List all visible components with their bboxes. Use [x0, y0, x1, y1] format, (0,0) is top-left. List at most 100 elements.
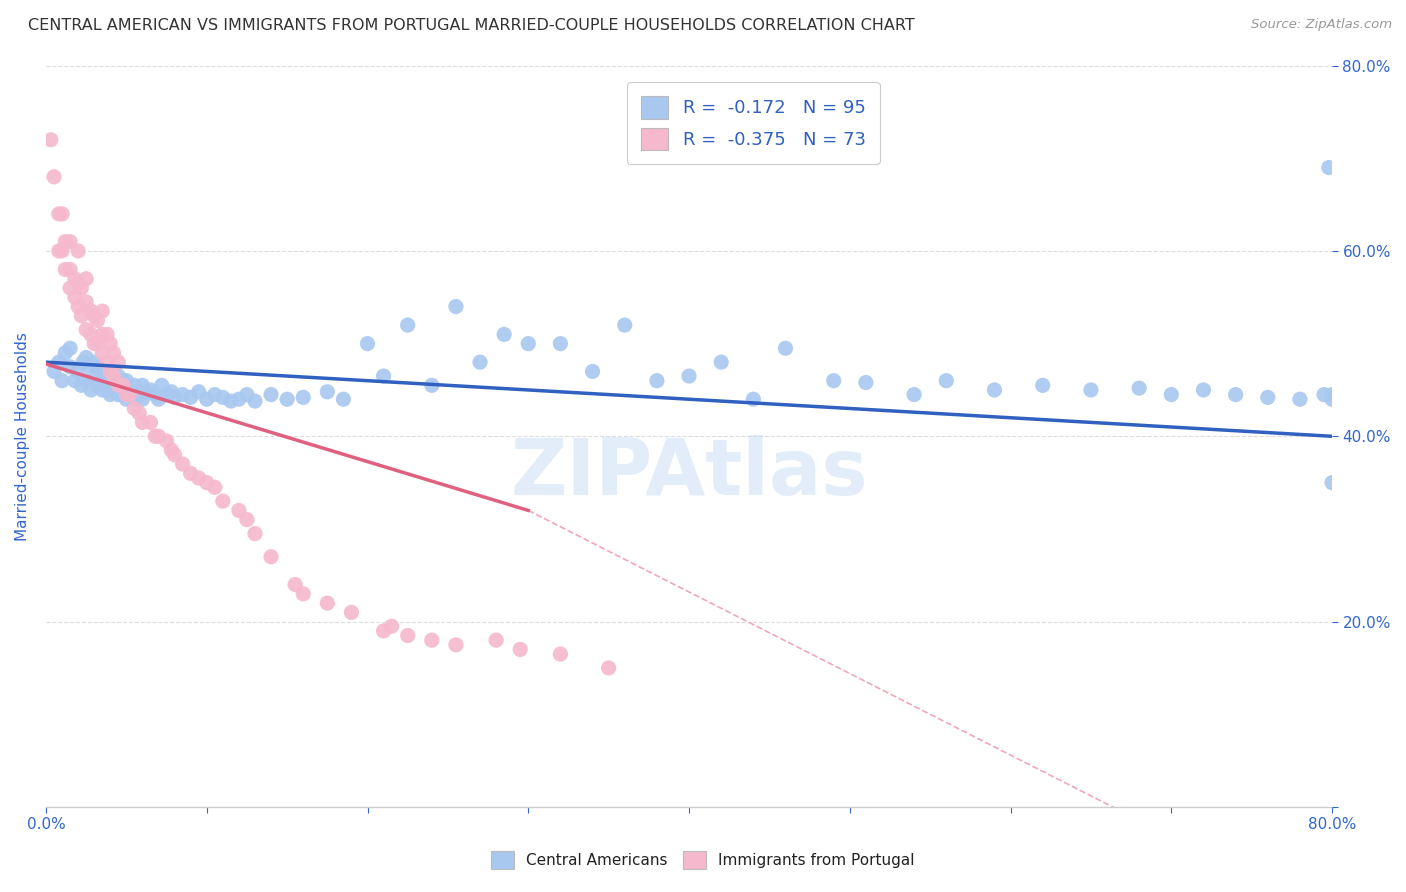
- Point: [75, 323, 97, 337]
- Point: [107, 387, 129, 401]
- Point: [160, 384, 183, 399]
- Point: [292, 587, 315, 601]
- Point: [63, 290, 86, 304]
- Point: [59, 262, 82, 277]
- Point: [172, 457, 194, 471]
- Point: [59, 235, 82, 249]
- Point: [86, 378, 108, 392]
- Point: [1257, 390, 1279, 404]
- Y-axis label: Married-couple Households: Married-couple Households: [15, 332, 30, 541]
- Point: [118, 387, 141, 401]
- Point: [70, 309, 93, 323]
- Point: [96, 369, 118, 384]
- Point: [219, 394, 242, 409]
- Point: [148, 392, 170, 407]
- Point: [148, 429, 170, 443]
- Point: [131, 416, 153, 430]
- Point: [135, 384, 157, 399]
- Point: [80, 359, 103, 374]
- Point: [67, 300, 90, 314]
- Point: [204, 480, 226, 494]
- Point: [1320, 387, 1343, 401]
- Point: [485, 633, 508, 648]
- Point: [128, 406, 150, 420]
- Point: [172, 387, 194, 401]
- Point: [775, 341, 797, 355]
- Point: [517, 336, 540, 351]
- Point: [316, 384, 339, 399]
- Point: [935, 374, 957, 388]
- Point: [243, 526, 266, 541]
- Point: [195, 392, 218, 407]
- Point: [340, 606, 363, 620]
- Point: [187, 384, 209, 399]
- Point: [124, 401, 146, 416]
- Point: [332, 392, 354, 407]
- Point: [983, 383, 1005, 397]
- Point: [150, 378, 173, 392]
- Point: [103, 346, 125, 360]
- Point: [396, 318, 419, 332]
- Point: [236, 513, 259, 527]
- Point: [1080, 383, 1102, 397]
- Point: [70, 378, 93, 392]
- Point: [678, 369, 700, 384]
- Point: [228, 392, 250, 407]
- Point: [1192, 383, 1215, 397]
- Point: [855, 376, 877, 390]
- Point: [63, 374, 86, 388]
- Point: [91, 383, 114, 397]
- Point: [96, 355, 118, 369]
- Point: [115, 374, 138, 388]
- Point: [444, 300, 467, 314]
- Point: [160, 443, 183, 458]
- Point: [163, 390, 186, 404]
- Point: [59, 359, 82, 374]
- Point: [243, 394, 266, 409]
- Point: [80, 383, 103, 397]
- Point: [1313, 387, 1336, 401]
- Point: [1289, 392, 1312, 407]
- Point: [98, 364, 121, 378]
- Point: [195, 475, 218, 490]
- Point: [80, 327, 103, 342]
- Point: [86, 359, 108, 374]
- Point: [645, 374, 668, 388]
- Point: [823, 374, 845, 388]
- Point: [115, 392, 138, 407]
- Point: [211, 390, 233, 404]
- Point: [420, 633, 443, 648]
- Point: [86, 313, 108, 327]
- Point: [131, 378, 153, 392]
- Point: [1317, 161, 1340, 175]
- Point: [91, 327, 114, 342]
- Point: [51, 244, 73, 258]
- Point: [1160, 387, 1182, 401]
- Text: CENTRAL AMERICAN VS IMMIGRANTS FROM PORTUGAL MARRIED-COUPLE HOUSEHOLDS CORRELATI: CENTRAL AMERICAN VS IMMIGRANTS FROM PORT…: [28, 18, 915, 33]
- Point: [118, 383, 141, 397]
- Point: [550, 336, 572, 351]
- Point: [112, 387, 135, 401]
- Point: [316, 596, 339, 610]
- Point: [228, 503, 250, 517]
- Point: [72, 355, 94, 369]
- Point: [42, 169, 65, 184]
- Point: [53, 235, 76, 249]
- Point: [48, 207, 70, 221]
- Point: [396, 628, 419, 642]
- Point: [468, 355, 491, 369]
- Point: [124, 378, 146, 392]
- Point: [356, 336, 378, 351]
- Text: ZIPAtlas: ZIPAtlas: [510, 435, 868, 511]
- Point: [115, 387, 138, 401]
- Point: [70, 281, 93, 295]
- Point: [124, 392, 146, 407]
- Point: [143, 429, 166, 443]
- Point: [98, 364, 121, 378]
- Point: [67, 244, 90, 258]
- Point: [1320, 475, 1343, 490]
- Point: [276, 392, 298, 407]
- Point: [67, 277, 90, 291]
- Point: [155, 434, 177, 448]
- Point: [494, 327, 516, 342]
